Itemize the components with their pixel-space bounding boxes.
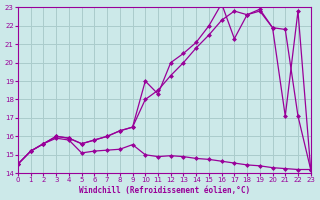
X-axis label: Windchill (Refroidissement éolien,°C): Windchill (Refroidissement éolien,°C)	[79, 186, 250, 195]
